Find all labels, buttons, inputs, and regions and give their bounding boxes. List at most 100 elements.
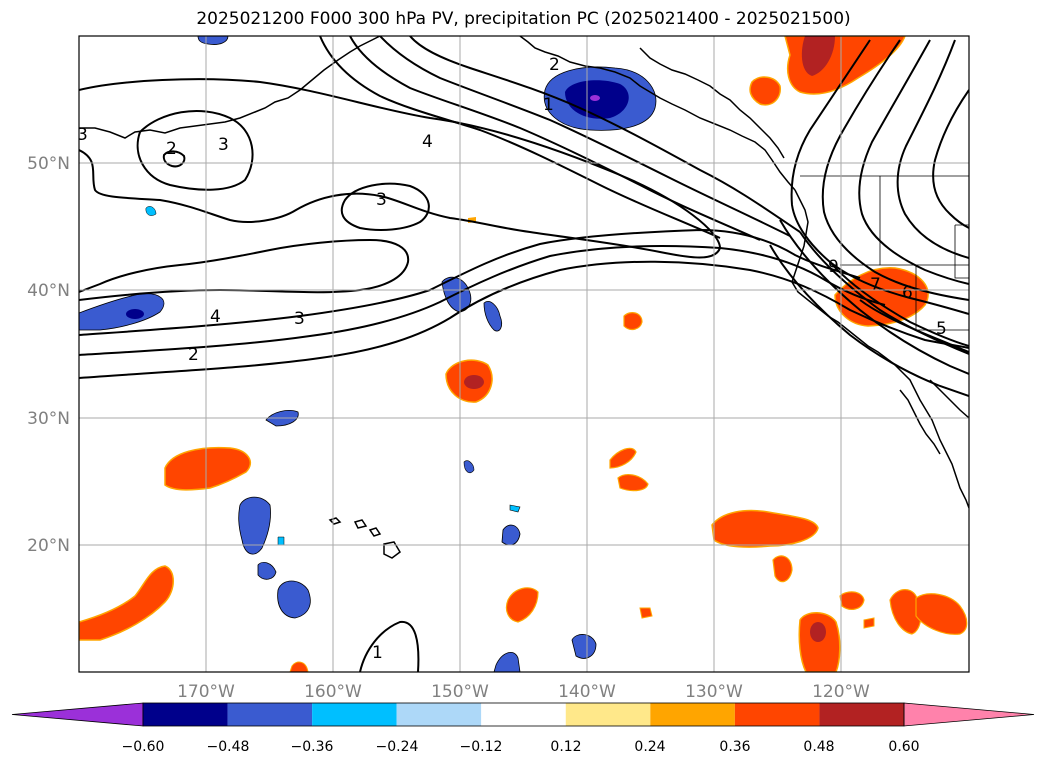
colorbar-tick-label: 0.60 bbox=[888, 739, 919, 755]
pv-contour-east-1 bbox=[790, 39, 969, 315]
colorbar-extend-high bbox=[903, 702, 1035, 727]
political-boundaries bbox=[800, 175, 969, 331]
pos-anomaly-122w bbox=[798, 612, 841, 672]
colorbar-segments bbox=[11, 702, 1035, 727]
pos-anomaly-153w-core bbox=[464, 375, 484, 389]
pos-anomaly-north-pacific-nw-core bbox=[801, 36, 835, 76]
pv-label: 5 bbox=[936, 319, 947, 339]
positive-precip-anomalies bbox=[79, 36, 968, 672]
pv-label: 2 bbox=[549, 55, 560, 75]
pv-contour-east-south-2 bbox=[829, 261, 969, 347]
colorbar-tick-label: 0.48 bbox=[803, 739, 834, 755]
pv-label: 3 bbox=[376, 190, 387, 210]
neg-anomaly-166w bbox=[238, 496, 271, 555]
colorbar: −0.60 −0.48 −0.36 −0.24 −0.12 0.12 0.24 … bbox=[11, 702, 1035, 755]
colorbar-tick-label: 0.24 bbox=[634, 739, 665, 755]
pv-label: 1 bbox=[543, 95, 554, 115]
colorbar-segment bbox=[565, 703, 651, 726]
pv-contour-east-south-3 bbox=[799, 231, 969, 355]
pv-contour-east-south-4 bbox=[779, 219, 969, 375]
neg-anomaly-west bbox=[79, 293, 165, 331]
lon-label-170w: 170°W bbox=[177, 682, 235, 702]
colorbar-segment bbox=[396, 703, 482, 726]
lat-label-40n: 40°N bbox=[27, 281, 70, 301]
coast-mainland-mexico bbox=[929, 379, 969, 419]
neg-anomaly-gulf-alaska-peak bbox=[590, 95, 600, 101]
pv-label: 1 bbox=[372, 643, 383, 663]
colorbar-tick-label: −0.24 bbox=[376, 739, 419, 755]
pv-contour-north bbox=[319, 36, 721, 239]
neg-anomaly-148w-b bbox=[509, 504, 521, 513]
pv-label: 6 bbox=[902, 283, 913, 303]
lon-labels: 170°W 160°W 150°W 140°W 130°W 120°W bbox=[177, 682, 870, 702]
colorbar-segment bbox=[312, 703, 397, 726]
pos-anomaly-118w-small bbox=[863, 617, 875, 629]
colorbar-tick-label: −0.60 bbox=[122, 739, 165, 755]
pv-contour-east-3 bbox=[858, 39, 969, 285]
gridlines bbox=[79, 36, 969, 672]
coast-hawaii-2 bbox=[353, 519, 368, 529]
pv-contour-main-4 bbox=[79, 238, 410, 301]
pv-label: 3 bbox=[77, 125, 88, 145]
pos-anomaly-122w-core bbox=[810, 622, 826, 642]
pos-anomaly-162w bbox=[289, 661, 309, 672]
pv-contour-north-4 bbox=[409, 36, 801, 233]
pv-contour-3 bbox=[79, 228, 861, 336]
coast-us-west bbox=[791, 189, 969, 509]
pv-contour-3-loop bbox=[340, 182, 430, 231]
pv-contour-2-inner bbox=[162, 150, 186, 168]
lon-label-120w: 120°W bbox=[812, 682, 870, 702]
lat-labels: 50°N 40°N 30°N 20°N bbox=[27, 154, 70, 556]
pos-anomaly-126w bbox=[711, 509, 819, 548]
pv-contour-2 bbox=[79, 245, 886, 356]
neg-anomaly-small-1 bbox=[145, 206, 157, 216]
lat-label-20n: 20°N bbox=[27, 536, 70, 556]
pv-contour-labels: 2 3 4 3 1 2 3 4 2 3 1 9 7 6 5 bbox=[77, 55, 947, 663]
pv-contour-east-2 bbox=[821, 39, 969, 301]
colorbar-tick-label: −0.48 bbox=[207, 739, 250, 755]
neg-anomaly-162w bbox=[277, 580, 311, 619]
pv-label: 3 bbox=[294, 309, 305, 329]
pos-anomaly-146w bbox=[505, 587, 539, 623]
lat-label-30n: 30°N bbox=[27, 409, 70, 429]
colorbar-segment bbox=[650, 703, 735, 726]
colorbar-extend-low bbox=[11, 702, 144, 727]
colorbar-segment bbox=[819, 703, 904, 726]
pv-contour-east-south-5 bbox=[769, 244, 969, 397]
neg-anomaly-146w bbox=[493, 651, 521, 672]
pv-contour-1-south bbox=[359, 620, 420, 672]
colorbar-frame bbox=[142, 702, 905, 727]
coast-alaska-south bbox=[519, 36, 796, 191]
pv-label: 4 bbox=[210, 307, 221, 327]
pos-anomaly-138w-b bbox=[609, 447, 637, 469]
lat-label-50n: 50°N bbox=[27, 154, 70, 174]
colorbar-segment bbox=[734, 703, 820, 726]
colorbar-tick-label: −0.36 bbox=[291, 739, 334, 755]
neg-anomaly-west-core bbox=[126, 309, 144, 319]
neg-anomaly-141w bbox=[571, 634, 597, 659]
pos-anomaly-168w bbox=[164, 446, 251, 491]
map-frame bbox=[78, 35, 970, 673]
plot-title: 2025021200 F000 300 hPa PV, precipitatio… bbox=[196, 9, 851, 29]
pos-anomaly-136w bbox=[639, 607, 653, 619]
coast-hawaii-3 bbox=[368, 527, 382, 537]
colorbar-segment bbox=[481, 703, 566, 726]
pv-contour-north-2 bbox=[349, 36, 761, 241]
colorbar-tick-label: −0.12 bbox=[460, 739, 503, 755]
pv-label: 2 bbox=[166, 139, 177, 159]
coast-baja bbox=[899, 389, 941, 455]
neg-anomaly-north bbox=[197, 36, 229, 45]
pos-anomaly-south-west bbox=[79, 565, 174, 641]
pv-contours bbox=[79, 36, 969, 672]
colorbar-segment bbox=[227, 703, 313, 726]
lon-label-140w: 140°W bbox=[558, 682, 616, 702]
neg-anomaly-151w bbox=[463, 460, 475, 474]
pv-contour-east-4 bbox=[896, 39, 969, 259]
pos-anomaly-138w bbox=[623, 312, 643, 331]
pv-label: 9 bbox=[828, 257, 839, 277]
pv-contour-1 bbox=[79, 260, 969, 379]
pos-anomaly-137w bbox=[617, 474, 649, 492]
neg-anomaly-147w bbox=[483, 301, 502, 332]
pos-anomaly-119w bbox=[839, 591, 865, 610]
